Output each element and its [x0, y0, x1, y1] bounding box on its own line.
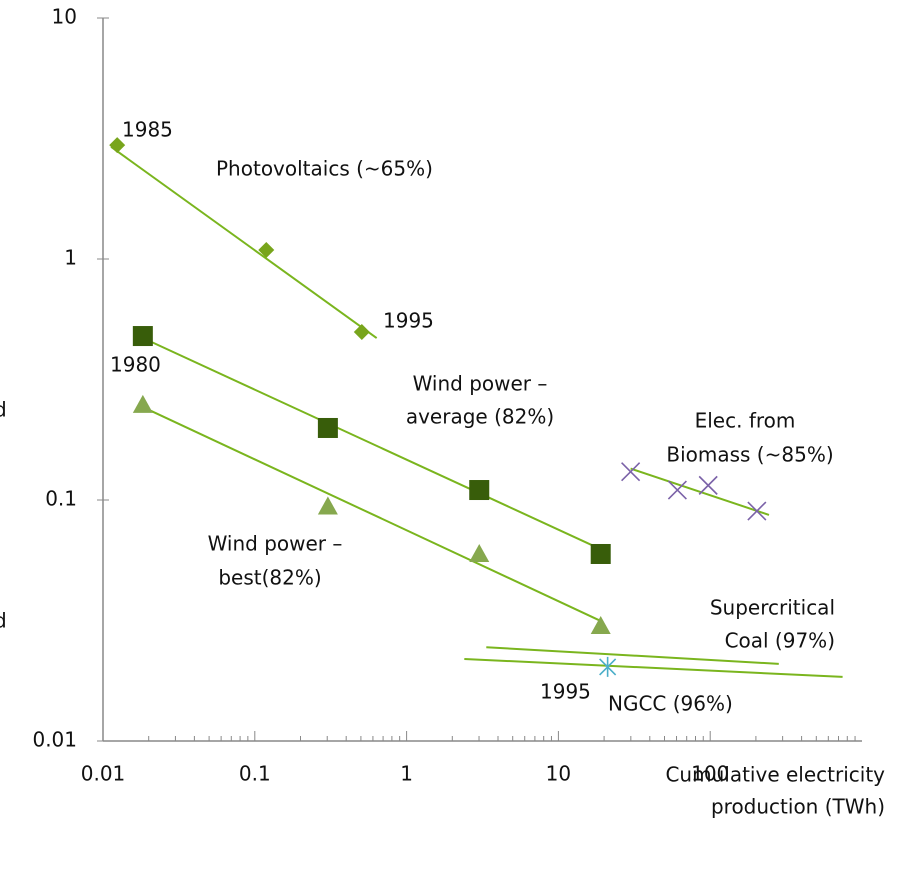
point — [590, 616, 611, 635]
y-tick-label: 1 — [64, 246, 77, 270]
annotation: d — [0, 398, 7, 422]
annotation: average (82%) — [406, 405, 554, 429]
x-tick-label: 100 — [691, 762, 729, 786]
annotation: 1985 — [122, 118, 173, 142]
annotation: 1980 — [110, 353, 161, 377]
trend-line — [630, 467, 770, 516]
trend-line — [142, 406, 604, 623]
point — [590, 543, 611, 564]
point — [109, 137, 126, 154]
annotation: Wind power – — [413, 372, 548, 396]
x-tick-label: 1 — [400, 762, 413, 786]
point — [132, 394, 153, 413]
point — [667, 480, 687, 500]
point — [353, 323, 370, 340]
trend-line — [142, 337, 606, 552]
x-axis-label: production (TWh) — [711, 795, 885, 819]
trend-line — [486, 646, 779, 665]
point — [132, 326, 153, 347]
annotation: Wind power – — [208, 532, 343, 556]
point — [747, 501, 767, 521]
annotation: d — [0, 609, 7, 633]
annotation: Photovoltaics (~65%) — [216, 157, 433, 181]
point — [469, 543, 490, 562]
annotation: NGCC (96%) — [608, 692, 733, 716]
annotation: Elec. from — [695, 409, 796, 433]
point — [258, 241, 275, 258]
annotation: 1995 — [540, 680, 591, 704]
annotation: Biomass (~85%) — [666, 443, 833, 467]
point — [469, 480, 490, 501]
x-tick-label: 0.1 — [239, 762, 271, 786]
trend-line — [464, 657, 843, 678]
x-axis-label: Cumulative electricity — [665, 763, 885, 787]
y-tick-label: 0.01 — [32, 728, 77, 752]
annotation: best(82%) — [218, 566, 321, 590]
y-tick-label: 0.1 — [45, 487, 77, 511]
annotation: Supercritical — [710, 596, 835, 620]
annotation: Coal (97%) — [725, 629, 835, 653]
annotation: 1995 — [383, 309, 434, 333]
trend-line — [110, 146, 378, 339]
point — [621, 462, 641, 482]
point — [317, 417, 338, 438]
x-tick-label: 10 — [546, 762, 571, 786]
point — [599, 656, 617, 677]
x-tick-label: 0.01 — [81, 762, 126, 786]
y-tick-label: 10 — [52, 5, 77, 29]
point — [317, 496, 338, 515]
point — [698, 475, 718, 495]
